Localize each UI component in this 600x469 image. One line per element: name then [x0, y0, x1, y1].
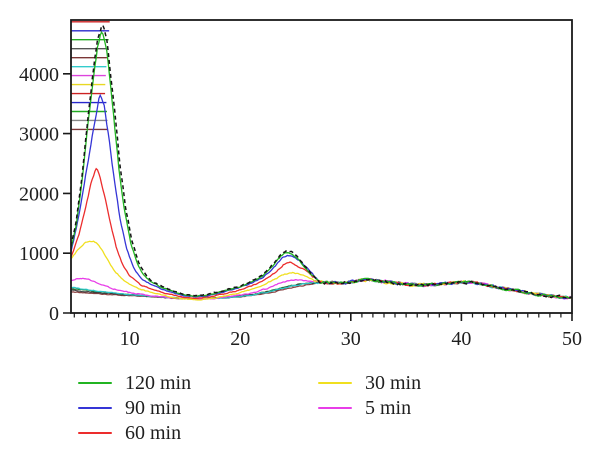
- legend-label-5-min: 5 min: [365, 396, 412, 419]
- y-tick-label-4000: 4000: [19, 64, 59, 86]
- series-curve-120-min: [71, 31, 572, 299]
- series-curve-30-min: [71, 240, 572, 301]
- legend-swatch-60-min: [78, 432, 112, 434]
- legend-swatch-120-min: [78, 382, 112, 384]
- plot-frame: [70, 19, 573, 314]
- series-curve-60-min: [71, 167, 572, 300]
- series-group: [71, 24, 572, 301]
- series-curve-reference-dashed: [71, 24, 572, 299]
- series-curve-90-min: [71, 93, 572, 300]
- legend-item-60-min: 60 min: [78, 422, 181, 444]
- legend-item-120-min: 120 min: [78, 372, 191, 394]
- y-tick-label-2000: 2000: [19, 183, 59, 205]
- x-tick-label-50: 50: [562, 328, 582, 350]
- legend-item-30-min: 30 min: [318, 372, 421, 394]
- legend-label-30-min: 30 min: [365, 371, 422, 394]
- legend-label-120-min: 120 min: [125, 371, 192, 394]
- legend-swatch-30-min: [318, 382, 352, 384]
- x-tick-label-10: 10: [120, 328, 140, 350]
- legend-label-60-min: 60 min: [125, 421, 182, 444]
- legend-label-90-min: 90 min: [125, 396, 182, 419]
- x-axis-minor-ticks: [73, 313, 562, 318]
- x-tick-label-20: 20: [230, 328, 250, 350]
- legend-swatch-5-min: [318, 407, 352, 409]
- x-tick-label-40: 40: [451, 328, 471, 350]
- legend-item-5-min: 5 min: [318, 397, 411, 419]
- legend-swatch-90-min: [78, 407, 112, 409]
- y-tick-label-1000: 1000: [19, 243, 59, 265]
- x-tick-label-30: 30: [341, 328, 361, 350]
- y-tick-label-3000: 3000: [19, 124, 59, 146]
- x-axis-major-ticks: [128, 313, 573, 321]
- legend-item-90-min: 90 min: [78, 397, 181, 419]
- y-axis-major-ticks: [63, 73, 71, 314]
- y-tick-label-0: 0: [49, 303, 59, 325]
